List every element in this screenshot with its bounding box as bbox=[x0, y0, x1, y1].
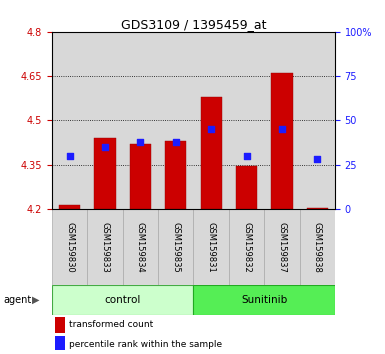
Point bbox=[208, 126, 214, 132]
Text: GSM159830: GSM159830 bbox=[65, 222, 74, 273]
Bar bbox=[94, 138, 116, 209]
Bar bbox=[264, 209, 300, 285]
Bar bbox=[236, 166, 257, 209]
Bar bbox=[55, 316, 65, 333]
Point bbox=[279, 126, 285, 132]
Bar bbox=[201, 97, 222, 209]
Text: control: control bbox=[105, 295, 141, 305]
Bar bbox=[264, 32, 300, 209]
Bar bbox=[193, 285, 335, 315]
Bar bbox=[229, 32, 264, 209]
Bar bbox=[130, 144, 151, 209]
Bar bbox=[87, 32, 123, 209]
Text: percentile rank within the sample: percentile rank within the sample bbox=[69, 339, 222, 348]
Text: agent: agent bbox=[4, 295, 32, 305]
Text: GSM159838: GSM159838 bbox=[313, 222, 322, 273]
Bar bbox=[193, 32, 229, 209]
Text: GSM159831: GSM159831 bbox=[207, 222, 216, 273]
Bar bbox=[52, 32, 87, 209]
Text: GSM159833: GSM159833 bbox=[100, 222, 110, 273]
Text: GSM159835: GSM159835 bbox=[171, 222, 180, 273]
Bar bbox=[165, 141, 186, 209]
Title: GDS3109 / 1395459_at: GDS3109 / 1395459_at bbox=[121, 18, 266, 31]
Bar bbox=[229, 209, 264, 285]
Bar bbox=[52, 209, 87, 285]
Bar bbox=[300, 32, 335, 209]
Point bbox=[243, 153, 249, 159]
Point bbox=[137, 139, 144, 144]
Bar bbox=[306, 207, 328, 209]
Point bbox=[173, 139, 179, 144]
Text: ▶: ▶ bbox=[32, 295, 39, 305]
Text: GSM159834: GSM159834 bbox=[136, 222, 145, 273]
Bar bbox=[271, 73, 293, 209]
Text: Sunitinib: Sunitinib bbox=[241, 295, 287, 305]
Bar bbox=[193, 209, 229, 285]
Bar bbox=[87, 209, 123, 285]
Text: GSM159832: GSM159832 bbox=[242, 222, 251, 273]
Bar bbox=[123, 32, 158, 209]
Bar bbox=[300, 209, 335, 285]
Point bbox=[102, 144, 108, 150]
Bar bbox=[59, 205, 80, 209]
Bar bbox=[158, 209, 193, 285]
Bar bbox=[158, 32, 193, 209]
Bar bbox=[123, 209, 158, 285]
Text: GSM159837: GSM159837 bbox=[277, 222, 286, 273]
Bar bbox=[55, 336, 65, 352]
Point bbox=[67, 153, 73, 159]
Bar bbox=[52, 285, 193, 315]
Point bbox=[314, 156, 320, 162]
Text: transformed count: transformed count bbox=[69, 320, 153, 329]
